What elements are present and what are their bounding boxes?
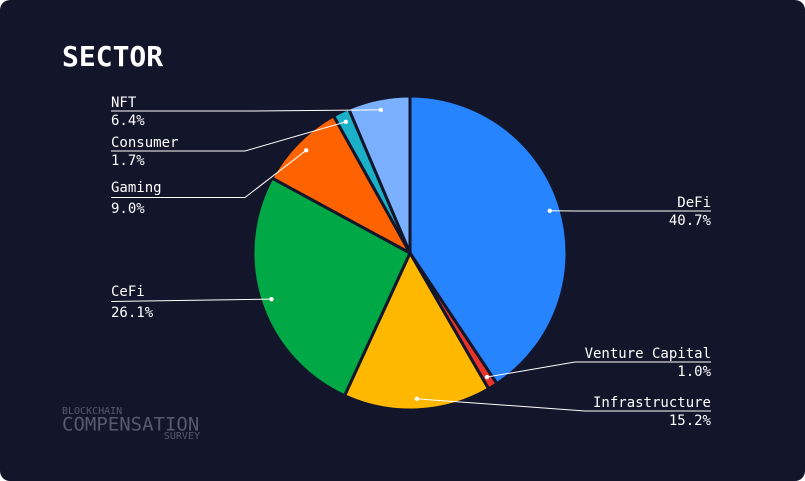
slice-label: CeFi bbox=[111, 284, 145, 300]
leader-line bbox=[111, 109, 381, 112]
leader-dot bbox=[484, 374, 490, 380]
slice-label: Venture Capital bbox=[585, 346, 711, 362]
leader-dot bbox=[303, 148, 309, 153]
slice-value: 26.1% bbox=[111, 305, 154, 321]
watermark-line3: SURVEY bbox=[164, 431, 200, 442]
slice-label: Gaming bbox=[111, 180, 162, 196]
slice-value: 1.7% bbox=[111, 153, 145, 169]
leader-dot bbox=[547, 208, 552, 213]
leader-dot bbox=[343, 119, 349, 125]
slice-label: NFT bbox=[111, 95, 137, 111]
watermark-line2: COMPENSATION bbox=[62, 414, 199, 436]
leader-line bbox=[416, 398, 711, 412]
slice-value: 40.7% bbox=[669, 213, 712, 229]
leader-line bbox=[111, 121, 346, 152]
pie-slice bbox=[342, 249, 491, 412]
leader-line bbox=[111, 149, 307, 198]
leader-line bbox=[110, 298, 272, 302]
leader-dot bbox=[414, 396, 420, 402]
slice-value: 6.4% bbox=[111, 113, 145, 129]
leader-dot bbox=[378, 107, 384, 113]
chart-title: SECTOR bbox=[62, 40, 163, 73]
pie-slice bbox=[346, 94, 412, 254]
slice-value: 1.0% bbox=[677, 364, 711, 380]
slice-value: 9.0% bbox=[111, 201, 145, 217]
leader-dot bbox=[269, 296, 274, 302]
watermark-line1: BLOCKCHAIN bbox=[62, 406, 122, 417]
slice-label: Consumer bbox=[111, 135, 178, 151]
slice-label: Infrastructure bbox=[593, 395, 711, 411]
slice-value: 15.2% bbox=[669, 413, 712, 429]
leader-line bbox=[486, 361, 711, 378]
slice-label: DeFi bbox=[677, 195, 711, 211]
